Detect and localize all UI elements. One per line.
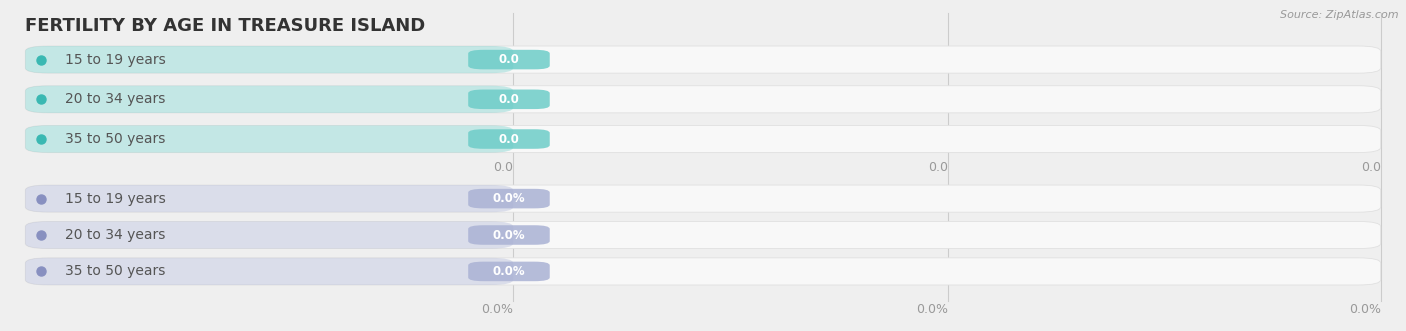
- Text: 0.0: 0.0: [928, 161, 948, 174]
- FancyBboxPatch shape: [25, 46, 513, 73]
- Text: 0.0%: 0.0%: [492, 265, 526, 278]
- Text: FERTILITY BY AGE IN TREASURE ISLAND: FERTILITY BY AGE IN TREASURE ISLAND: [25, 17, 426, 34]
- Text: 0.0%: 0.0%: [492, 228, 526, 242]
- FancyBboxPatch shape: [25, 46, 1381, 73]
- FancyBboxPatch shape: [468, 189, 550, 209]
- Text: 0.0: 0.0: [499, 53, 519, 66]
- FancyBboxPatch shape: [25, 185, 1381, 212]
- Text: 0.0: 0.0: [1361, 161, 1381, 174]
- FancyBboxPatch shape: [25, 258, 1381, 285]
- Text: 0.0%: 0.0%: [915, 303, 948, 316]
- FancyBboxPatch shape: [468, 261, 550, 281]
- FancyBboxPatch shape: [25, 221, 1381, 249]
- Text: 0.0%: 0.0%: [1348, 303, 1381, 316]
- Text: 15 to 19 years: 15 to 19 years: [65, 53, 166, 67]
- Text: 35 to 50 years: 35 to 50 years: [65, 132, 165, 146]
- Text: 20 to 34 years: 20 to 34 years: [65, 92, 165, 106]
- FancyBboxPatch shape: [468, 89, 550, 109]
- FancyBboxPatch shape: [25, 86, 1381, 113]
- Text: 0.0%: 0.0%: [481, 303, 513, 316]
- Text: 0.0%: 0.0%: [492, 192, 526, 205]
- Text: 35 to 50 years: 35 to 50 years: [65, 264, 165, 278]
- FancyBboxPatch shape: [25, 125, 1381, 153]
- FancyBboxPatch shape: [468, 225, 550, 245]
- Text: Source: ZipAtlas.com: Source: ZipAtlas.com: [1281, 10, 1399, 20]
- FancyBboxPatch shape: [25, 185, 513, 212]
- Text: 0.0: 0.0: [499, 132, 519, 146]
- Text: 15 to 19 years: 15 to 19 years: [65, 192, 166, 206]
- FancyBboxPatch shape: [25, 258, 513, 285]
- Text: 0.0: 0.0: [494, 161, 513, 174]
- FancyBboxPatch shape: [25, 86, 513, 113]
- FancyBboxPatch shape: [468, 50, 550, 70]
- FancyBboxPatch shape: [468, 129, 550, 149]
- Text: 20 to 34 years: 20 to 34 years: [65, 228, 165, 242]
- FancyBboxPatch shape: [25, 221, 513, 249]
- Text: 0.0: 0.0: [499, 93, 519, 106]
- FancyBboxPatch shape: [25, 125, 513, 153]
